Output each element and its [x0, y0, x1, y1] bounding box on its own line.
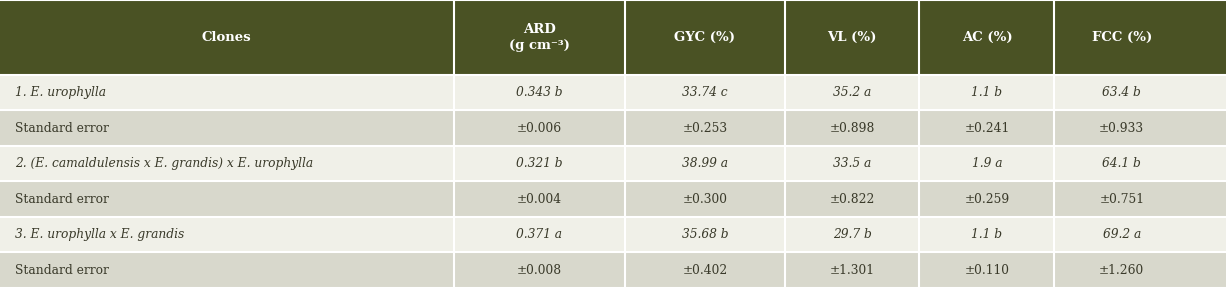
Text: ±0.300: ±0.300	[683, 193, 727, 206]
Bar	[0, 0, 1226, 75]
Text: 35.2 a: 35.2 a	[832, 86, 872, 99]
Text: ±0.241: ±0.241	[965, 122, 1009, 135]
Text: GYC (%): GYC (%)	[674, 31, 736, 44]
Bar	[0, 110, 1226, 146]
Bar	[0, 181, 1226, 217]
Text: 2. (E. camaldulensis x E. grandis) x E. urophylla: 2. (E. camaldulensis x E. grandis) x E. …	[15, 157, 313, 170]
Text: 63.4 b: 63.4 b	[1102, 86, 1141, 99]
Text: 0.321 b: 0.321 b	[516, 157, 563, 170]
Text: ±0.751: ±0.751	[1100, 193, 1144, 206]
Text: 1.9 a: 1.9 a	[972, 157, 1002, 170]
Text: 35.68 b: 35.68 b	[682, 228, 728, 241]
Text: Standard error: Standard error	[15, 193, 109, 206]
Bar	[0, 217, 1226, 253]
Text: ±1.260: ±1.260	[1100, 264, 1144, 277]
Text: 1.1 b: 1.1 b	[971, 228, 1003, 241]
Bar	[0, 146, 1226, 181]
Text: ±0.253: ±0.253	[683, 122, 727, 135]
Text: VL (%): VL (%)	[828, 31, 877, 44]
Text: 38.99 a: 38.99 a	[682, 157, 728, 170]
Text: 0.343 b: 0.343 b	[516, 86, 563, 99]
Text: 69.2 a: 69.2 a	[1102, 228, 1141, 241]
Text: ±0.933: ±0.933	[1100, 122, 1144, 135]
Text: 33.5 a: 33.5 a	[832, 157, 872, 170]
Text: 3. E. urophylla x E. grandis: 3. E. urophylla x E. grandis	[15, 228, 184, 241]
Text: ±0.110: ±0.110	[965, 264, 1009, 277]
Text: ±0.006: ±0.006	[517, 122, 562, 135]
Text: Clones: Clones	[202, 31, 251, 44]
Text: 1.1 b: 1.1 b	[971, 86, 1003, 99]
Text: ±0.898: ±0.898	[829, 122, 875, 135]
Text: ±0.004: ±0.004	[517, 193, 562, 206]
Bar	[0, 253, 1226, 288]
Text: 29.7 b: 29.7 b	[832, 228, 872, 241]
Bar	[0, 75, 1226, 110]
Text: Standard error: Standard error	[15, 122, 109, 135]
Text: ±0.822: ±0.822	[829, 193, 875, 206]
Text: ±0.402: ±0.402	[683, 264, 727, 277]
Text: 64.1 b: 64.1 b	[1102, 157, 1141, 170]
Text: ±0.259: ±0.259	[965, 193, 1009, 206]
Text: 33.74 c: 33.74 c	[682, 86, 728, 99]
Text: 0.371 a: 0.371 a	[516, 228, 563, 241]
Text: ±1.301: ±1.301	[830, 264, 874, 277]
Text: FCC (%): FCC (%)	[1091, 31, 1152, 44]
Text: ±0.008: ±0.008	[517, 264, 562, 277]
Text: AC (%): AC (%)	[961, 31, 1013, 44]
Text: 1. E. urophylla: 1. E. urophylla	[15, 86, 105, 99]
Text: Standard error: Standard error	[15, 264, 109, 277]
Text: ARD
(g cm⁻³): ARD (g cm⁻³)	[509, 23, 570, 52]
